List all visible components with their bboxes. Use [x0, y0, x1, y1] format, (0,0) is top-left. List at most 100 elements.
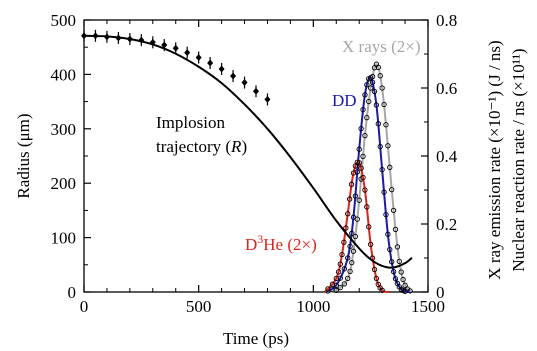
series-dd-point — [390, 268, 397, 275]
annotation-d3he: D3He (2×) — [245, 232, 317, 254]
series-xrays-point — [366, 98, 372, 105]
series-xrays-point — [349, 259, 355, 266]
y-left-tick-label: 200 — [51, 174, 77, 193]
series-d3he-point — [345, 211, 351, 217]
x-tick-label: 500 — [186, 297, 212, 316]
series-d3he-point — [348, 181, 355, 187]
series-xrays-point — [387, 164, 393, 170]
series-dd-point — [383, 212, 389, 218]
series-xrays-point — [360, 153, 366, 160]
series-measured-point — [126, 35, 133, 43]
series-dd-point — [379, 166, 385, 173]
tick-labels: 0 500 1000 1500010020030040050000.20.40.60.… — [51, 11, 458, 316]
series-dd-point — [402, 288, 408, 294]
series-measured-point — [253, 87, 259, 95]
series-dd-point — [349, 230, 355, 236]
series-d3he-point — [337, 261, 343, 267]
y-left-tick-label: 300 — [51, 120, 77, 139]
series-d3he-point — [339, 251, 345, 258]
series-d3he-point — [346, 196, 353, 202]
series-measured-point — [81, 32, 87, 40]
series-xrays-line — [324, 63, 413, 293]
series-xrays-point — [341, 281, 347, 287]
y-axis-right-title-1: X ray emission rate (×10⁻¹) (J / ns) — [485, 40, 504, 279]
series-xrays-point — [385, 143, 391, 149]
series-xrays-point — [364, 114, 370, 121]
y-left-tick-label: 100 — [51, 229, 77, 248]
series-dd-point — [392, 276, 399, 282]
series-dd-point — [356, 146, 362, 152]
y-right-tick-label: 0.2 — [436, 215, 457, 234]
series-xrays-point — [390, 207, 397, 214]
series-d3he-point — [335, 269, 342, 275]
series-d3he-point — [368, 241, 374, 248]
series-dd-point — [345, 255, 351, 261]
series-dd-point — [371, 88, 378, 95]
series-xrays-point — [392, 226, 399, 233]
series-d3he-point — [358, 165, 364, 171]
series-d3he-point — [343, 225, 349, 231]
series-measured-point — [138, 36, 145, 44]
y-left-tick-label: 0 — [68, 283, 77, 302]
series-xrays-point — [379, 85, 385, 91]
series-dd-point — [377, 144, 383, 150]
series-xrays-point — [368, 85, 374, 91]
series-d3he-point — [366, 224, 372, 230]
series-dd-point — [360, 107, 366, 113]
annotation-d3he-post: He (2×) — [263, 235, 316, 254]
series-d3he-point — [356, 160, 362, 166]
series-xrays-point — [383, 122, 389, 128]
series-dd-point — [375, 121, 381, 127]
series-xrays-point — [389, 186, 395, 193]
annotation-xrays: X rays (2×) — [342, 37, 421, 56]
series-measured-point — [241, 79, 248, 87]
x-tick-label: 1000 — [296, 297, 330, 316]
annotation-implosion-text: trajectory ( — [156, 137, 231, 156]
annotation-d3he-pre: D — [245, 235, 257, 254]
series-d3he-point — [341, 239, 347, 245]
annotation-implosion-close: ) — [241, 137, 247, 156]
series-xrays-point — [377, 73, 383, 79]
series-xrays-point — [356, 197, 362, 203]
series-xrays-point — [375, 64, 381, 70]
series-dd-point — [387, 246, 393, 253]
series-measured-point — [172, 44, 179, 52]
series-dd-point — [389, 259, 395, 265]
x-axis-title: Time (ps) — [223, 329, 289, 348]
series-measured-point — [103, 33, 110, 41]
series-xrays-point — [350, 248, 357, 254]
annotation-implosion-line1: Implosion — [156, 113, 225, 132]
y-right-tick-label: 0.8 — [436, 11, 457, 30]
series-xrays-point — [396, 258, 402, 265]
series-xrays-point — [362, 132, 368, 139]
series-dd-point — [368, 75, 374, 81]
y-right-tick-label: 0.6 — [436, 79, 457, 98]
series-dd-point — [369, 79, 376, 85]
series-dd-point — [373, 102, 380, 108]
annotation-d3he-sup: 3 — [257, 232, 263, 246]
series-d3he-point — [333, 275, 339, 282]
series-d3he-point — [373, 275, 380, 282]
series-dd-point — [381, 189, 387, 195]
series-xrays-point — [407, 288, 413, 294]
series-dd-point — [341, 266, 347, 272]
series-xrays-point — [337, 285, 343, 291]
series-xrays-point — [352, 233, 359, 240]
annotation-dd: DD — [332, 91, 357, 110]
series-d3he-point — [325, 286, 331, 292]
series-measured-point — [195, 54, 202, 62]
y-axis-left-title: Radius (μm) — [14, 113, 33, 198]
series-xrays-point — [394, 244, 401, 250]
series-d3he-point — [371, 266, 378, 273]
x-tick-label: 0 — [80, 297, 89, 316]
series-dd-point — [362, 92, 368, 98]
y-axis-right-title-2: Nuclear reaction rate / ns (×10¹¹) — [509, 48, 528, 271]
y-right-tick-label: 0.4 — [436, 147, 458, 166]
series-d3he-point — [362, 187, 368, 193]
series-measured-point — [149, 38, 156, 46]
series-xrays-point — [345, 275, 351, 282]
series-xrays-point — [381, 101, 387, 108]
series-d3he-point — [364, 204, 370, 210]
